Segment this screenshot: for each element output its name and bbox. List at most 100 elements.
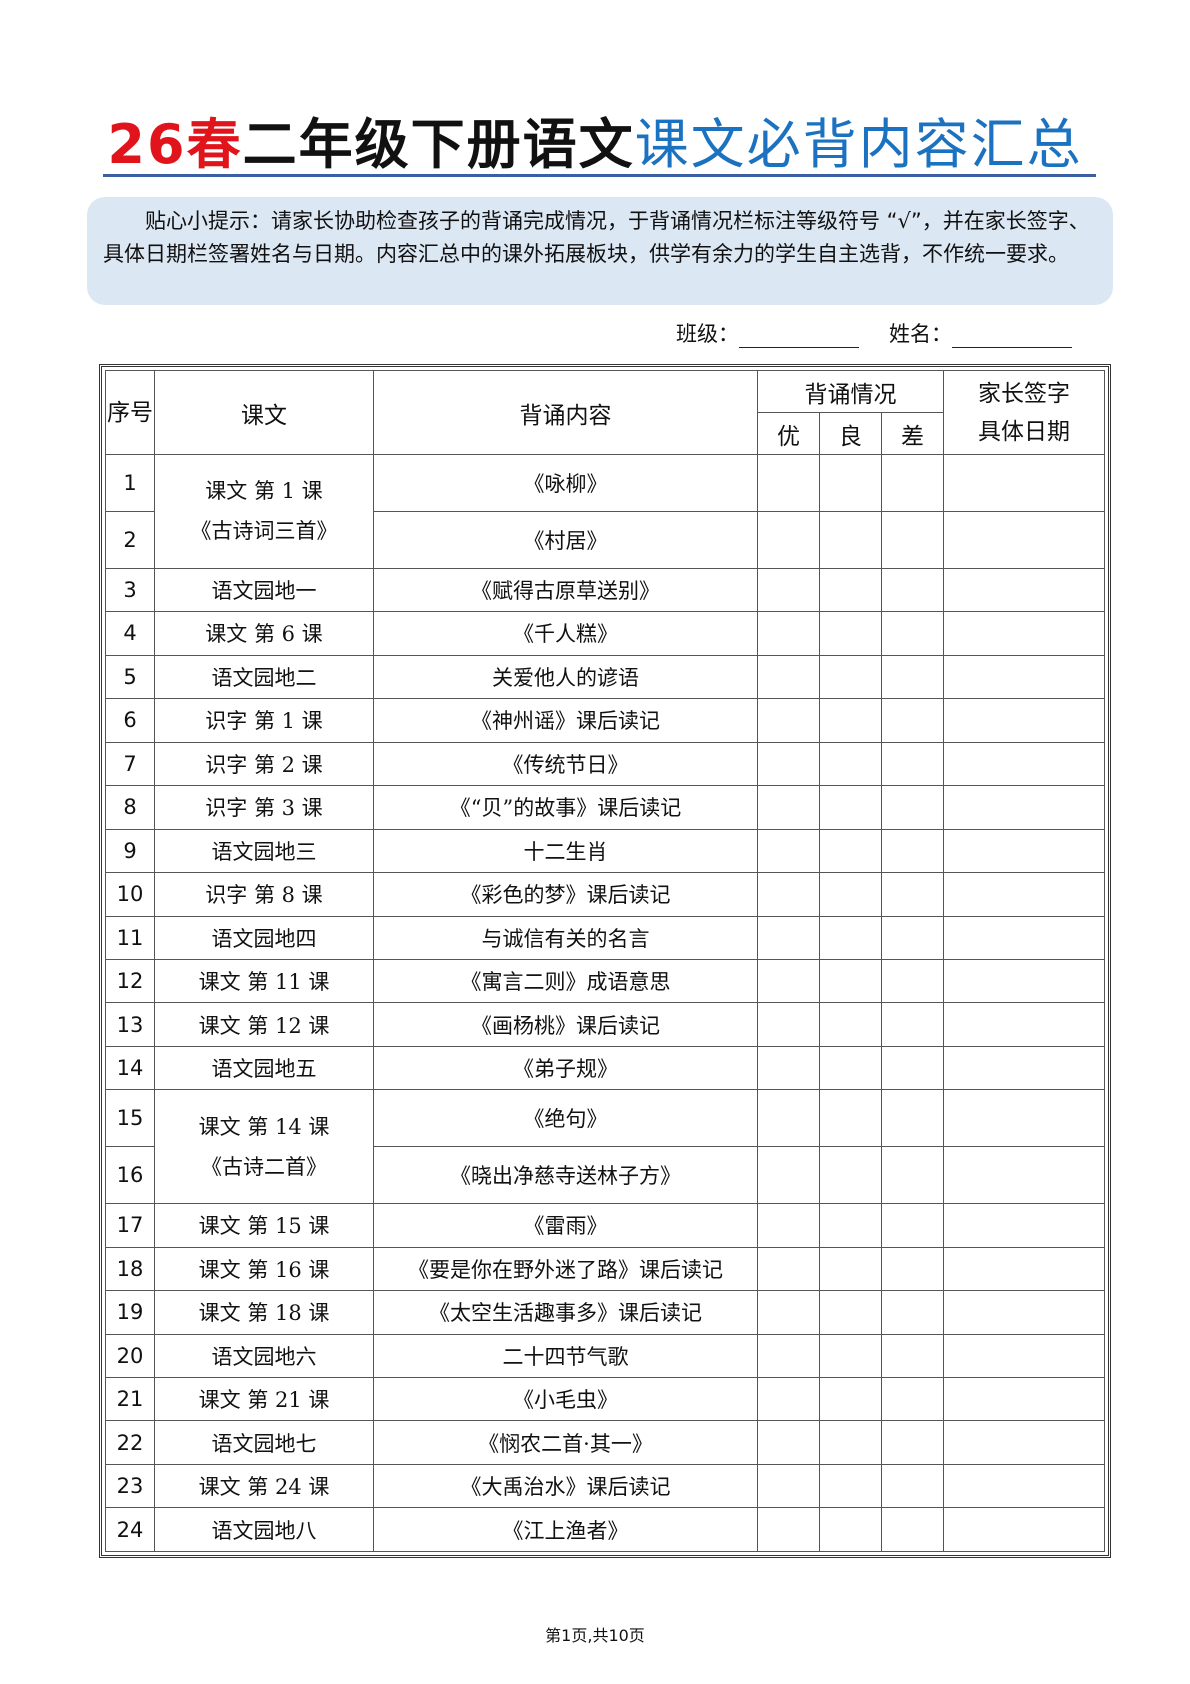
- parent-sign-cell[interactable]: [943, 1333, 1105, 1379]
- mark-poor-cell[interactable]: [881, 1507, 944, 1552]
- mark-poor-cell[interactable]: [881, 958, 944, 1004]
- mark-ok-cell[interactable]: [819, 1146, 882, 1205]
- mark-ok-cell[interactable]: [819, 1376, 882, 1422]
- mark-poor-cell[interactable]: [881, 567, 944, 613]
- mark-good-cell[interactable]: [757, 1333, 820, 1379]
- mark-ok-cell[interactable]: [819, 741, 882, 787]
- mark-good-cell[interactable]: [757, 510, 820, 569]
- mark-good-cell[interactable]: [757, 567, 820, 613]
- mark-ok-cell[interactable]: [819, 1045, 882, 1091]
- mark-ok-cell[interactable]: [819, 915, 882, 960]
- mark-poor-cell[interactable]: [881, 611, 944, 656]
- mark-ok-cell[interactable]: [819, 958, 882, 1004]
- mark-poor-cell[interactable]: [881, 872, 944, 917]
- mark-good-cell[interactable]: [757, 872, 820, 917]
- mark-ok-cell[interactable]: [819, 1290, 882, 1335]
- parent-sign-cell[interactable]: [943, 915, 1105, 960]
- mark-poor-cell[interactable]: [881, 1463, 944, 1509]
- mark-ok-cell[interactable]: [819, 654, 882, 700]
- mark-good-cell[interactable]: [757, 454, 820, 512]
- mark-poor-cell[interactable]: [881, 1333, 944, 1379]
- parent-sign-cell[interactable]: [943, 567, 1105, 613]
- class-field[interactable]: 班级：: [676, 318, 859, 348]
- mark-ok-cell[interactable]: [819, 1463, 882, 1509]
- mark-ok-cell[interactable]: [819, 698, 882, 743]
- parent-sign-cell[interactable]: [943, 1420, 1105, 1465]
- mark-poor-cell[interactable]: [881, 1246, 944, 1292]
- mark-poor-cell[interactable]: [881, 698, 944, 743]
- parent-sign-cell[interactable]: [943, 958, 1105, 1004]
- mark-good-cell[interactable]: [757, 654, 820, 700]
- parent-sign-cell[interactable]: [943, 454, 1105, 512]
- mark-good-cell[interactable]: [757, 1045, 820, 1091]
- mark-ok-cell[interactable]: [819, 1203, 882, 1248]
- mark-ok-cell[interactable]: [819, 1333, 882, 1379]
- mark-ok-cell[interactable]: [819, 510, 882, 569]
- mark-poor-cell[interactable]: [881, 785, 944, 830]
- mark-ok-cell[interactable]: [819, 567, 882, 613]
- mark-ok-cell[interactable]: [819, 785, 882, 830]
- parent-sign-cell[interactable]: [943, 654, 1105, 700]
- parent-sign-cell[interactable]: [943, 1246, 1105, 1292]
- mark-good-cell[interactable]: [757, 785, 820, 830]
- mark-poor-cell[interactable]: [881, 1290, 944, 1335]
- mark-good-cell[interactable]: [757, 1089, 820, 1148]
- mark-poor-cell[interactable]: [881, 454, 944, 512]
- mark-ok-cell[interactable]: [819, 1246, 882, 1292]
- mark-ok-cell[interactable]: [819, 611, 882, 656]
- parent-sign-cell[interactable]: [943, 510, 1105, 569]
- mark-good-cell[interactable]: [757, 698, 820, 743]
- mark-poor-cell[interactable]: [881, 510, 944, 569]
- parent-sign-cell[interactable]: [943, 828, 1105, 874]
- mark-good-cell[interactable]: [757, 1146, 820, 1205]
- mark-poor-cell[interactable]: [881, 1203, 944, 1248]
- mark-poor-cell[interactable]: [881, 741, 944, 787]
- mark-ok-cell[interactable]: [819, 1507, 882, 1552]
- parent-sign-cell[interactable]: [943, 1045, 1105, 1091]
- parent-sign-cell[interactable]: [943, 1463, 1105, 1509]
- mark-poor-cell[interactable]: [881, 915, 944, 960]
- parent-sign-cell[interactable]: [943, 1290, 1105, 1335]
- mark-ok-cell[interactable]: [819, 1002, 882, 1047]
- mark-good-cell[interactable]: [757, 741, 820, 787]
- parent-sign-cell[interactable]: [943, 698, 1105, 743]
- mark-ok-cell[interactable]: [819, 828, 882, 874]
- table-row: 11 语文园地四 与诚信有关的名言: [105, 915, 1105, 960]
- parent-sign-cell[interactable]: [943, 741, 1105, 787]
- mark-good-cell[interactable]: [757, 1002, 820, 1047]
- mark-poor-cell[interactable]: [881, 1089, 944, 1148]
- mark-good-cell[interactable]: [757, 915, 820, 960]
- header-good: 优: [757, 412, 820, 455]
- parent-sign-cell[interactable]: [943, 611, 1105, 656]
- parent-sign-cell[interactable]: [943, 1376, 1105, 1422]
- mark-good-cell[interactable]: [757, 958, 820, 1004]
- mark-poor-cell[interactable]: [881, 1376, 944, 1422]
- mark-poor-cell[interactable]: [881, 1420, 944, 1465]
- mark-good-cell[interactable]: [757, 1507, 820, 1552]
- mark-poor-cell[interactable]: [881, 1002, 944, 1047]
- mark-good-cell[interactable]: [757, 1420, 820, 1465]
- mark-good-cell[interactable]: [757, 1203, 820, 1248]
- parent-sign-cell[interactable]: [943, 1146, 1105, 1205]
- mark-good-cell[interactable]: [757, 1246, 820, 1292]
- parent-sign-cell[interactable]: [943, 1002, 1105, 1047]
- parent-sign-cell[interactable]: [943, 1507, 1105, 1552]
- mark-ok-cell[interactable]: [819, 1089, 882, 1148]
- mark-poor-cell[interactable]: [881, 654, 944, 700]
- mark-poor-cell[interactable]: [881, 828, 944, 874]
- parent-sign-cell[interactable]: [943, 872, 1105, 917]
- mark-poor-cell[interactable]: [881, 1146, 944, 1205]
- parent-sign-cell[interactable]: [943, 1203, 1105, 1248]
- mark-poor-cell[interactable]: [881, 1045, 944, 1091]
- mark-good-cell[interactable]: [757, 828, 820, 874]
- mark-ok-cell[interactable]: [819, 454, 882, 512]
- name-field[interactable]: 姓名：: [889, 318, 1072, 348]
- parent-sign-cell[interactable]: [943, 785, 1105, 830]
- mark-good-cell[interactable]: [757, 1463, 820, 1509]
- mark-ok-cell[interactable]: [819, 1420, 882, 1465]
- mark-good-cell[interactable]: [757, 1290, 820, 1335]
- mark-good-cell[interactable]: [757, 1376, 820, 1422]
- parent-sign-cell[interactable]: [943, 1089, 1105, 1148]
- mark-ok-cell[interactable]: [819, 872, 882, 917]
- mark-good-cell[interactable]: [757, 611, 820, 656]
